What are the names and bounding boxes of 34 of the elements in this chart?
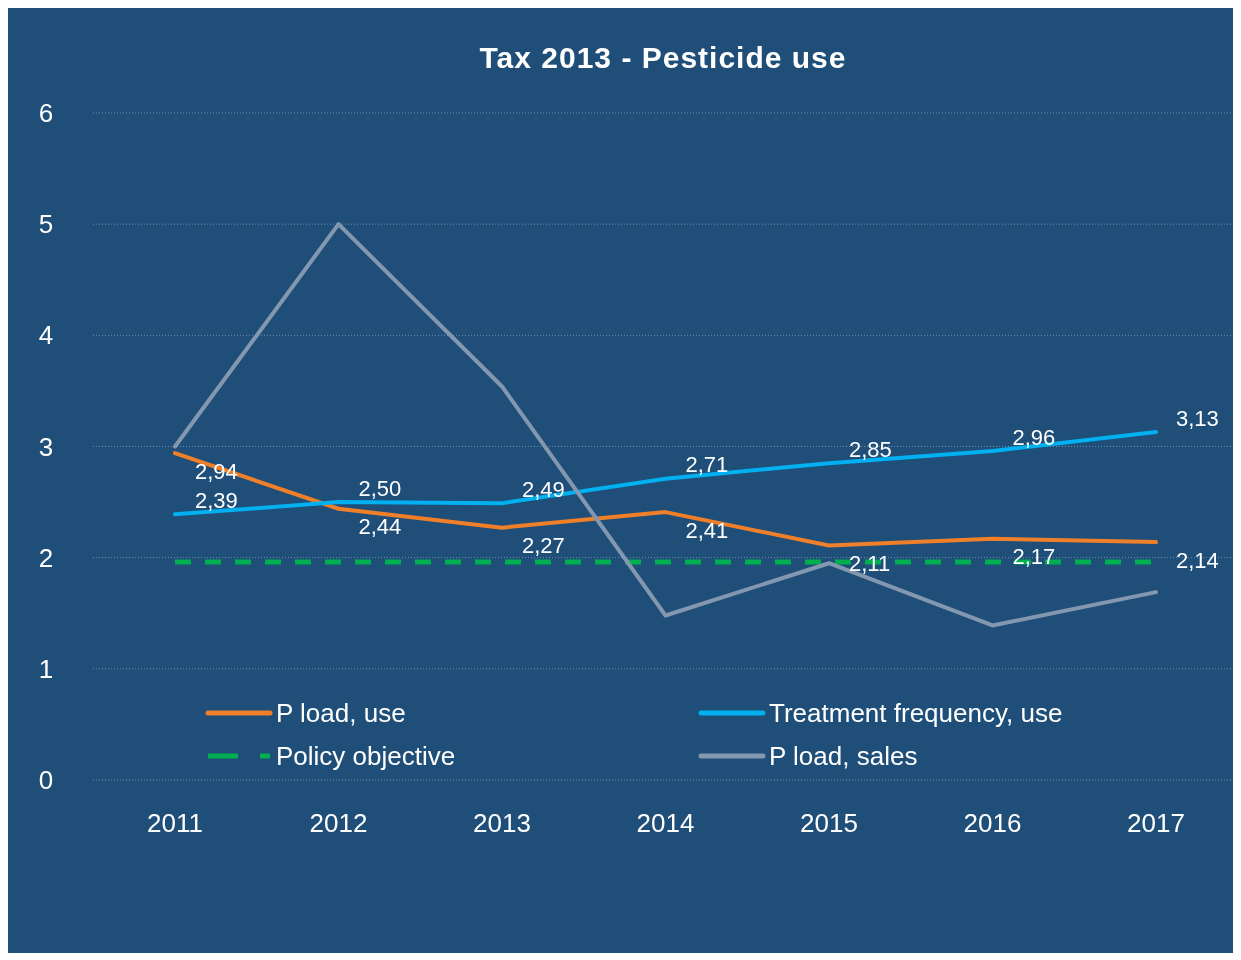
data-label: 2,41 (685, 517, 729, 543)
data-label: 2,96 (1012, 424, 1056, 450)
y-tick-label: 4 (38, 320, 54, 351)
data-label: 2,71 (685, 452, 729, 478)
y-tick-label: 5 (38, 209, 54, 240)
data-label: 2,39 (195, 488, 238, 514)
y-tick-label: 3 (38, 431, 54, 462)
y-tick-label: 0 (38, 765, 54, 796)
x-tick-label: 2017 (1127, 808, 1185, 838)
legend-label: P load, sales (769, 741, 918, 772)
y-tick-label: 2 (38, 542, 54, 573)
x-tick-label: 2011 (147, 808, 203, 838)
x-tick-label: 2016 (963, 808, 1022, 838)
data-label: 2,44 (358, 514, 402, 540)
line-series (173, 222, 1158, 628)
y-tick-label: 1 (38, 653, 54, 684)
legend-label: Policy objective (276, 741, 456, 772)
x-tick-label: 2013 (473, 808, 531, 838)
x-tick-label: 2012 (309, 808, 368, 838)
data-label: 2,17 (1012, 544, 1056, 570)
x-tick-label: 2014 (636, 808, 695, 838)
data-label: 2,85 (849, 436, 892, 462)
chart-title: Tax 2013 - Pesticide use (479, 41, 847, 74)
data-label: 2,27 (522, 533, 565, 559)
data-label: 2,11 (849, 551, 891, 577)
data-label: 2,14 (1176, 547, 1219, 573)
line-series (173, 430, 1158, 517)
legend-label: Treatment frequency, use (769, 698, 1063, 729)
legend-label: P load, use (276, 698, 406, 729)
data-label: 2,50 (358, 475, 402, 501)
data-label: 3,13 (1176, 405, 1219, 431)
y-tick-label: 6 (38, 98, 54, 129)
data-label: 2,49 (522, 476, 565, 502)
x-tick-label: 2015 (800, 808, 858, 838)
